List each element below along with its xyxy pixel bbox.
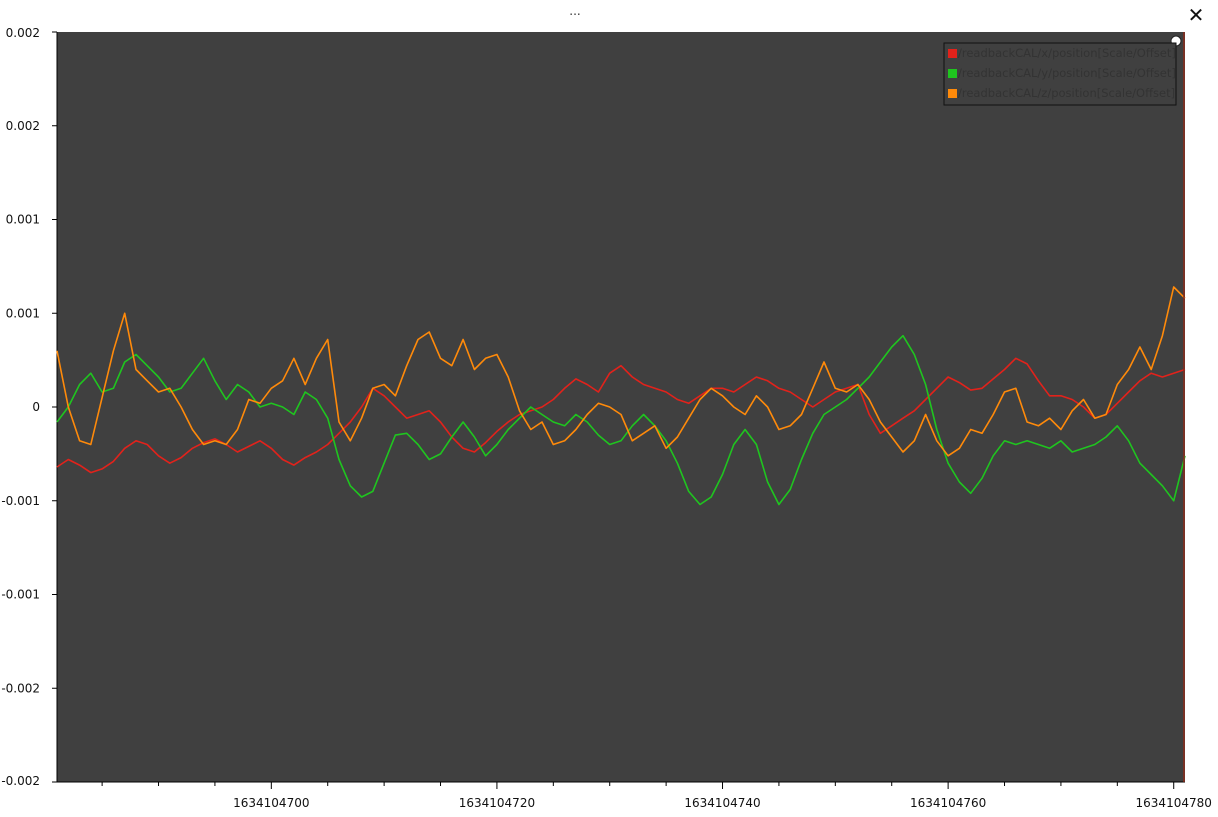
x-tick-label: 1634104700 [233,796,309,810]
y-axis: 0.002 0.002 0.001 0.001 0 -0.001 -0.001 -0.002 -… [1,26,58,788]
y-tick-label: 0 [32,400,40,414]
legend-label-y[interactable]: /readbackCAL/y/position[Scale/Offset] [958,66,1176,80]
y-tick-label: -0.002 [1,681,40,695]
legend-swatch-z [948,89,957,98]
series-layer [56,286,1186,506]
legend[interactable]: /readbackCAL/x/position[Scale/Offset] /re… [943,42,1177,106]
y-tick-label: 0.001 [6,213,40,227]
x-tick-label: 1634104780 [1136,796,1212,810]
x-tick-label: 1634104760 [910,796,986,810]
window-title: ... [569,4,581,18]
legend-label-x[interactable]: /readbackCAL/x/position[Scale/Offset] [958,46,1176,60]
y-tick-label: 0.001 [6,306,40,320]
y-tick-label: 0.002 [6,119,40,133]
series-line-y [56,334,1186,506]
y-tick-label: 0.002 [6,26,40,40]
plot-area [57,32,1185,782]
series-line-x [56,357,1186,474]
y-tick-label: -0.001 [1,588,40,602]
x-tick-label: 1634104720 [459,796,535,810]
y-tick-label: -0.002 [1,774,40,788]
legend-swatch-x [948,49,957,58]
series-line-z [56,286,1186,457]
legend-box [943,42,1177,106]
y-tick-label: -0.001 [1,494,40,508]
x-axis: 1634104700 1634104720 1634104740 1634104760… [57,781,1212,810]
close-icon[interactable]: ✕ [1187,3,1205,27]
legend-swatch-y [948,69,957,78]
legend-label-z[interactable]: /readbackCAL/z/position[Scale/Offset] [958,86,1175,100]
x-tick-label: 1634104740 [684,796,760,810]
